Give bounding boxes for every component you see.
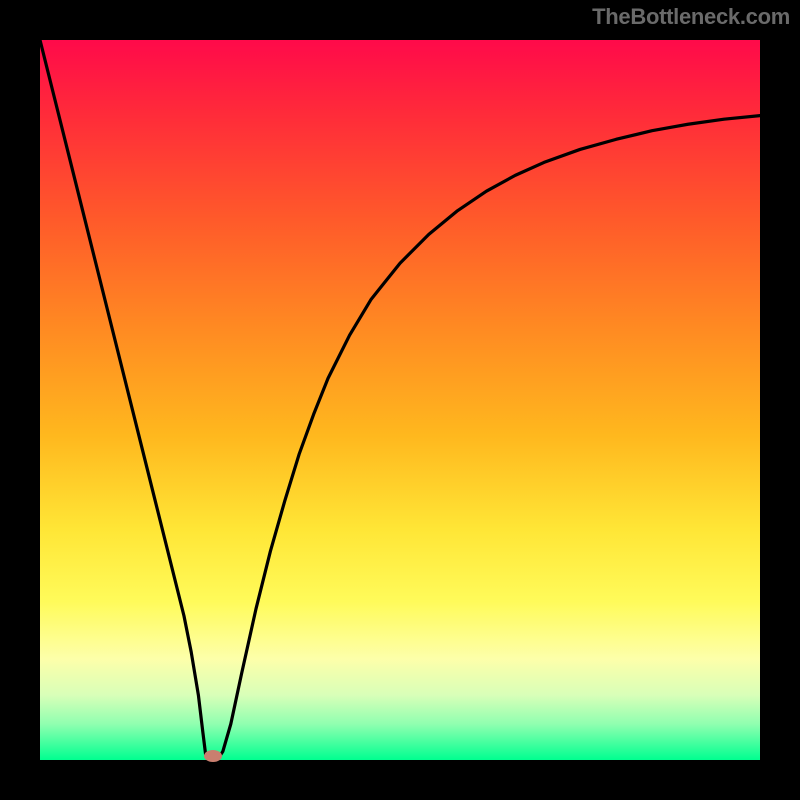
chart-frame: TheBottleneck.com: [0, 0, 800, 800]
minimum-marker: [204, 750, 222, 762]
curve-layer: [40, 40, 760, 760]
plot-area: [40, 40, 760, 760]
bottleneck-curve: [40, 40, 760, 760]
watermark-text: TheBottleneck.com: [592, 4, 790, 30]
